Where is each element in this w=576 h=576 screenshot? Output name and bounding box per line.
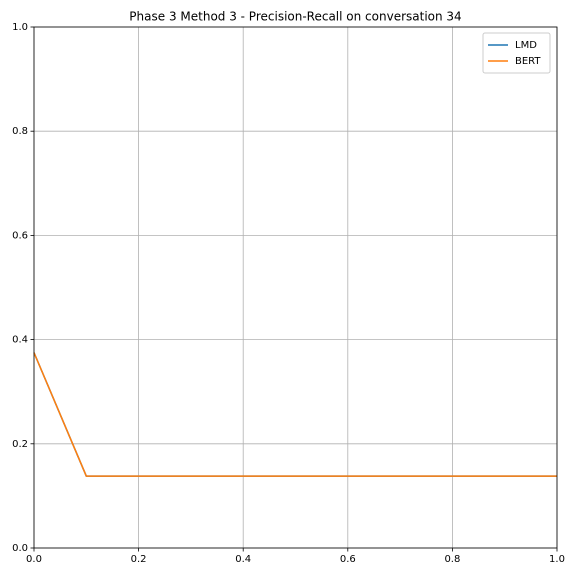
legend-label: BERT <box>515 56 541 67</box>
x-tick-label: 0.2 <box>131 554 147 565</box>
legend-box <box>482 32 551 74</box>
chart-title: Phase 3 Method 3 - Precision-Recall on c… <box>129 10 461 24</box>
y-tick-label: 0.0 <box>12 543 28 554</box>
legend-label: LMD <box>515 40 537 51</box>
plot-frame <box>33 26 558 549</box>
y-tick-label: 0.2 <box>12 439 28 450</box>
y-tick-label: 0.8 <box>12 126 28 137</box>
y-tick-label: 1.0 <box>12 22 28 33</box>
y-tick-label: 0.4 <box>12 335 28 346</box>
x-tick-label: 0.8 <box>444 554 460 565</box>
x-tick-label: 0.4 <box>235 554 251 565</box>
y-tick-label: 0.6 <box>12 230 28 241</box>
data-line <box>33 352 557 477</box>
x-tick-label: 0.6 <box>340 554 356 565</box>
legend: LMD BERT <box>482 32 551 74</box>
x-tick-label: 0.0 <box>26 554 42 565</box>
x-tick-label: 1.0 <box>549 554 565 565</box>
